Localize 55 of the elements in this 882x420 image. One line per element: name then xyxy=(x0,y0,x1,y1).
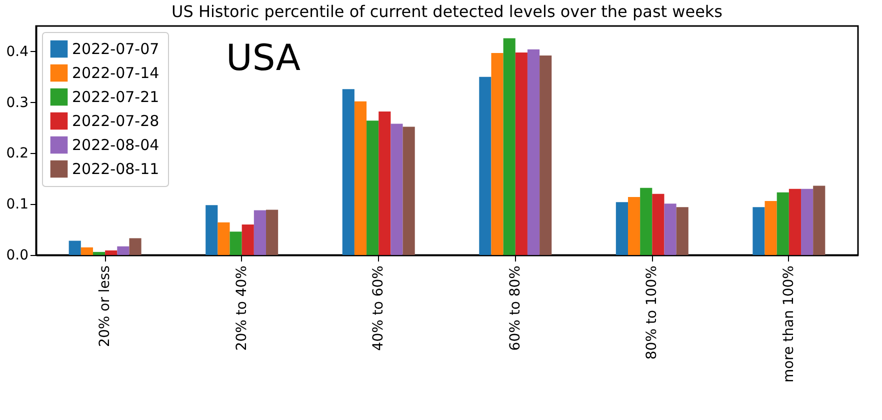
bar xyxy=(801,188,814,255)
y-tick-label: 0.0 xyxy=(6,248,28,264)
legend-label: 2022-07-21 xyxy=(72,88,160,106)
bar xyxy=(788,188,802,255)
bar xyxy=(230,232,242,255)
y-tick-label: 0.2 xyxy=(6,146,28,162)
bar xyxy=(479,76,492,255)
bar xyxy=(105,250,118,255)
x-tick-label: 80% to 100% xyxy=(644,266,660,360)
bar xyxy=(402,126,415,255)
y-tick-label: 0.1 xyxy=(6,196,28,213)
bar xyxy=(390,124,403,255)
bar xyxy=(664,204,676,255)
bar xyxy=(813,186,826,255)
y-tick-label: 0.4 xyxy=(6,44,29,60)
chart-title: US Historic percentile of current detected levels over the past weeks xyxy=(171,2,723,21)
bar xyxy=(68,240,81,255)
bar xyxy=(92,252,106,255)
x-tick-label: 20% to 40% xyxy=(234,266,250,351)
bar xyxy=(640,188,652,255)
bar xyxy=(491,52,504,255)
legend-label: 2022-08-04 xyxy=(72,136,160,154)
bar xyxy=(676,207,688,255)
bar xyxy=(540,56,552,255)
bar xyxy=(764,201,777,255)
bar xyxy=(206,205,218,255)
bar xyxy=(652,194,664,255)
bar xyxy=(218,222,230,255)
x-tick-label: 60% to 80% xyxy=(507,266,524,351)
x-tick-label: 40% to 60% xyxy=(370,266,387,351)
bar xyxy=(628,196,640,255)
bar xyxy=(515,52,528,255)
bar xyxy=(776,192,789,255)
x-tick-label: 20% or less xyxy=(97,266,114,347)
y-tick-label: 0.3 xyxy=(6,94,28,111)
legend-label: 2022-08-11 xyxy=(72,160,160,178)
bar xyxy=(254,210,266,255)
legend-label: 2022-07-14 xyxy=(72,64,160,82)
bar xyxy=(752,207,765,255)
bar xyxy=(366,120,379,255)
bar xyxy=(80,247,93,255)
bar xyxy=(616,202,628,255)
bar xyxy=(527,49,540,255)
bar xyxy=(342,89,354,255)
legend-label: 2022-07-07 xyxy=(72,40,160,58)
legend-label: 2022-07-28 xyxy=(72,112,160,130)
bar xyxy=(242,224,254,255)
bar xyxy=(266,210,278,255)
bar xyxy=(378,111,391,255)
bar xyxy=(129,238,142,255)
bar xyxy=(117,246,130,255)
bar xyxy=(354,101,367,255)
annotation: USA xyxy=(226,38,301,79)
x-tick-label: more than 100% xyxy=(780,266,797,383)
bar xyxy=(503,38,516,255)
